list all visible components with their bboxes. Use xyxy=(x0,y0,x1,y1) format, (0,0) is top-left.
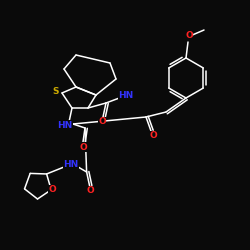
Text: HN: HN xyxy=(118,92,134,100)
Text: O: O xyxy=(185,30,193,40)
Text: O: O xyxy=(98,118,106,126)
Text: O: O xyxy=(79,142,87,152)
Text: S: S xyxy=(53,88,59,96)
Text: O: O xyxy=(87,186,94,196)
Text: O: O xyxy=(149,132,157,140)
Text: HN: HN xyxy=(63,160,78,170)
Text: O: O xyxy=(48,185,56,194)
Text: HN: HN xyxy=(58,120,72,130)
